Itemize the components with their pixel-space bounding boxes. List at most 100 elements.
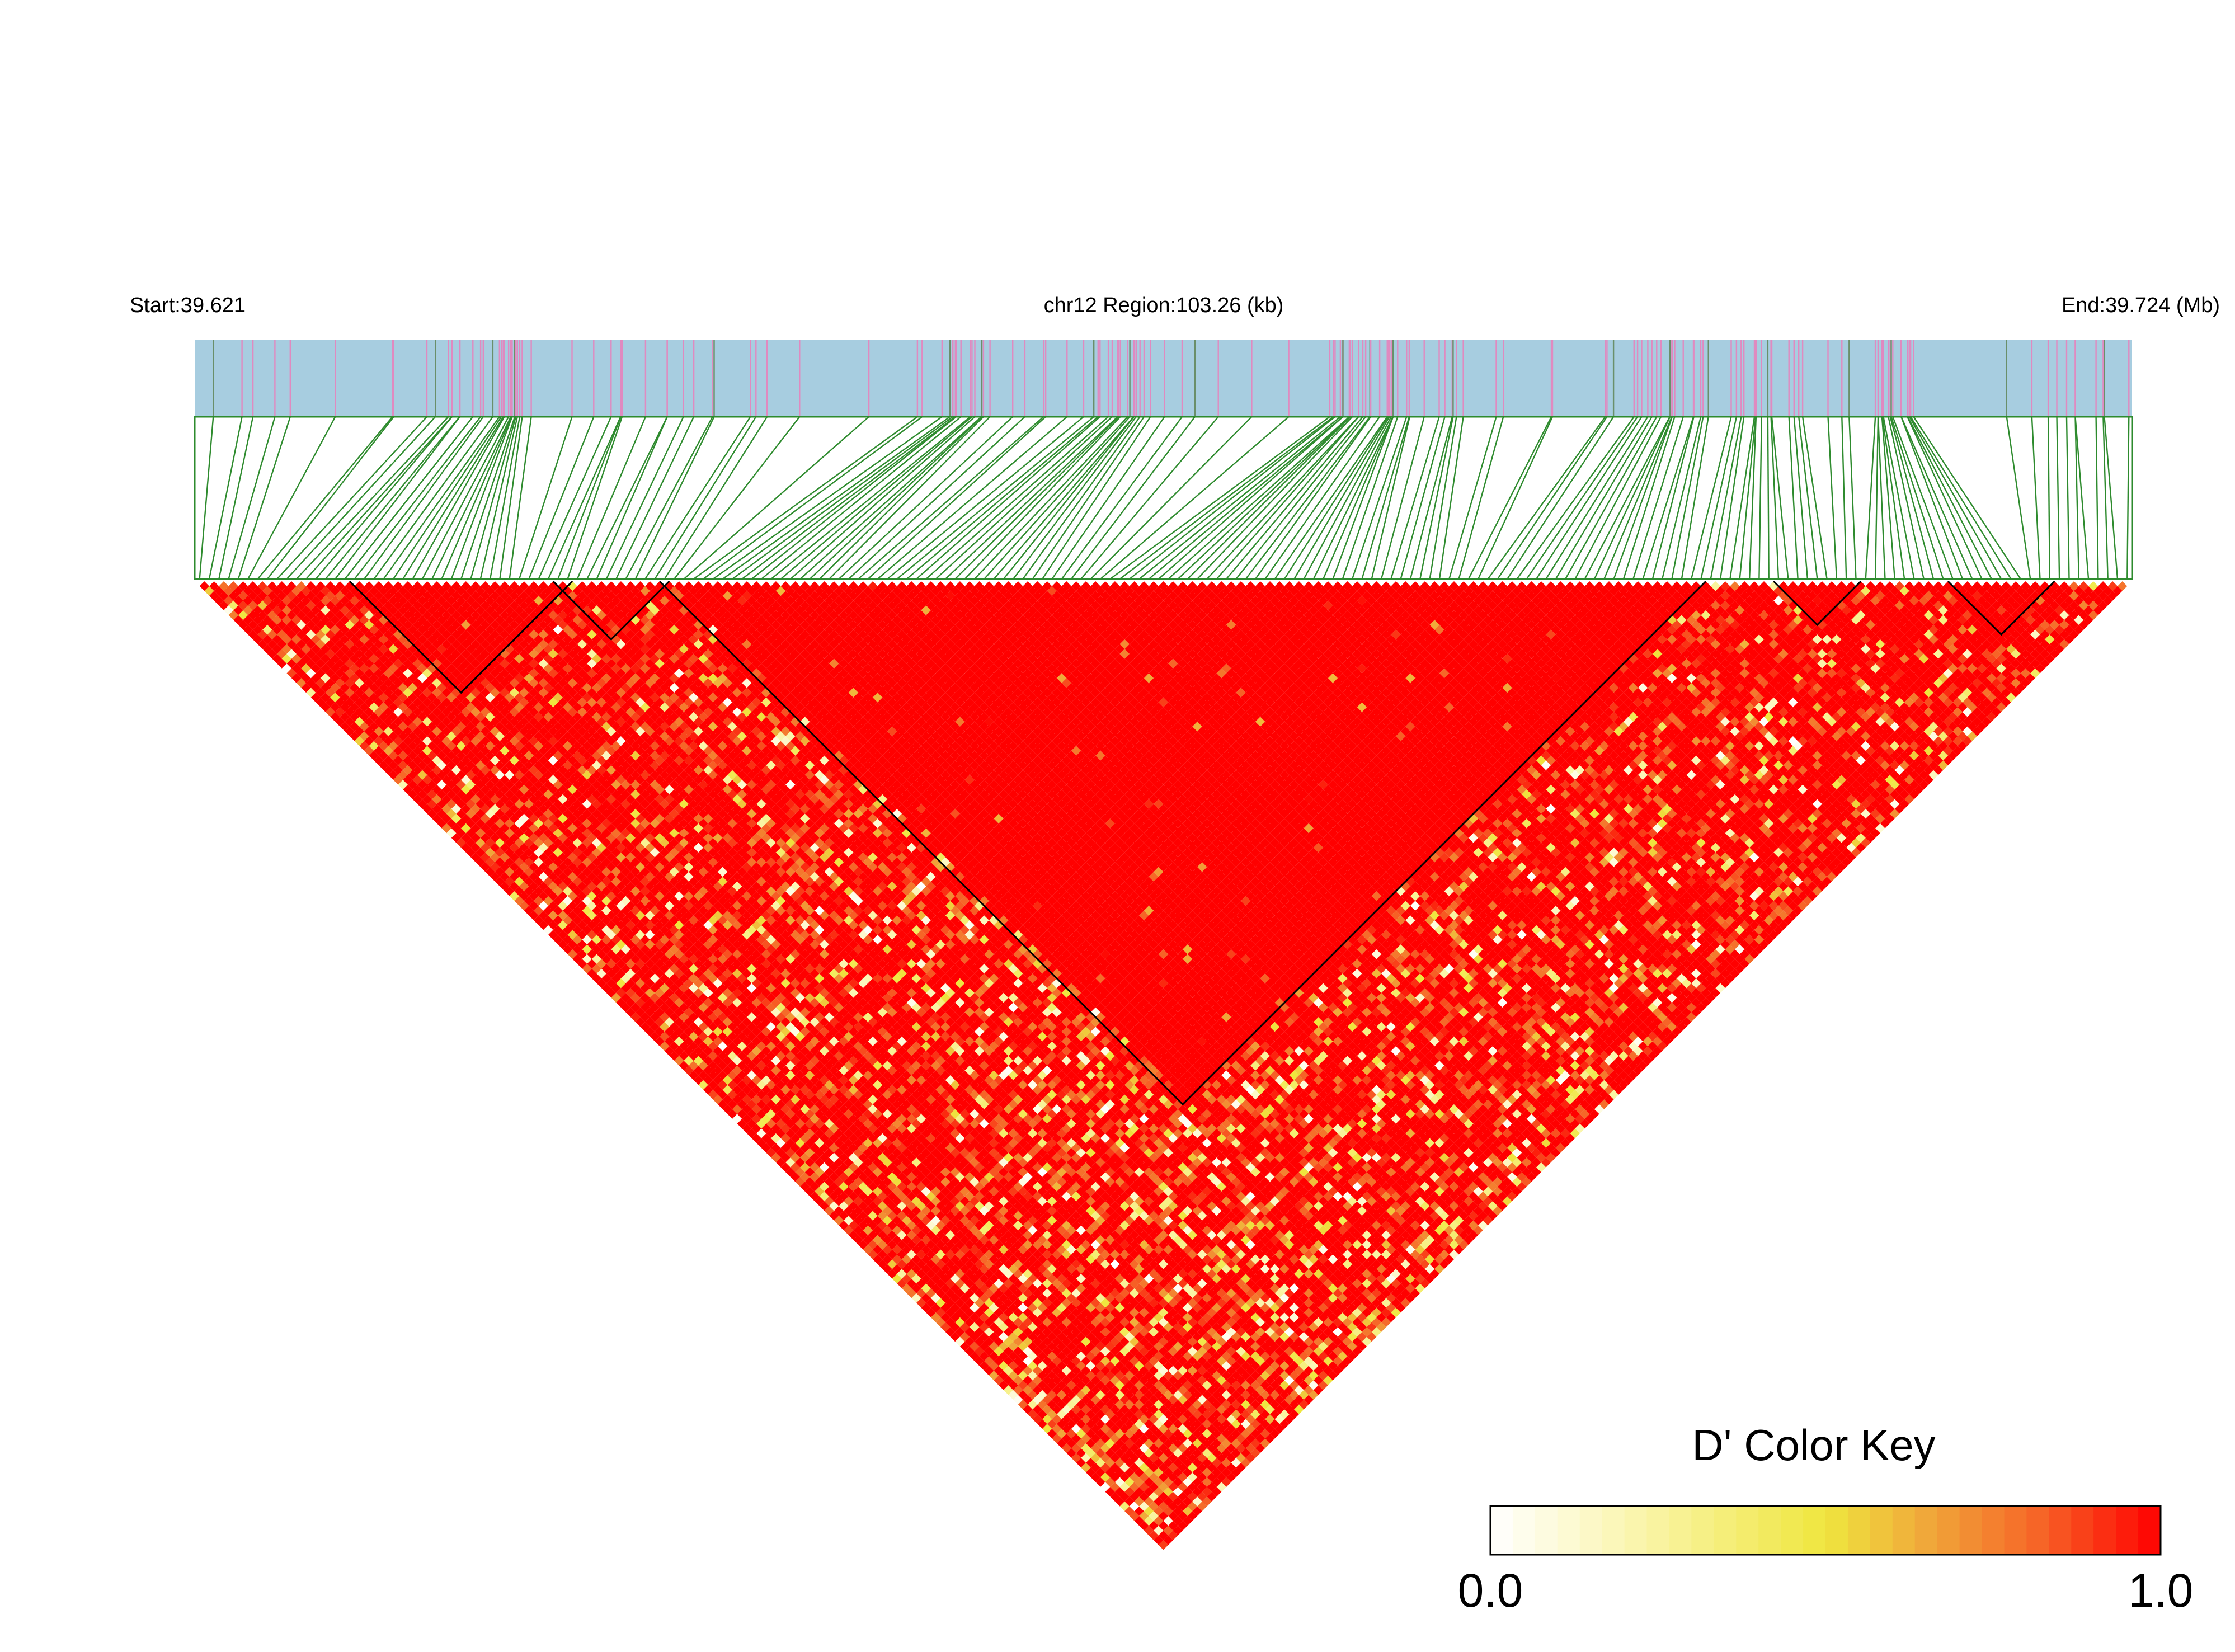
ld-cell — [999, 1380, 1009, 1390]
ld-cell — [1032, 1414, 1043, 1424]
ld-cell — [248, 610, 258, 620]
variant-tick — [472, 340, 474, 417]
connector-line — [732, 416, 953, 580]
ld-cell — [655, 1027, 665, 1037]
variant-tick — [1730, 340, 1732, 417]
ld-cell — [485, 857, 495, 867]
ld-cell — [335, 707, 345, 717]
ld-cell — [877, 1249, 887, 1259]
connector-line — [479, 416, 518, 580]
ld-cell — [989, 1361, 999, 1371]
ld-cell — [916, 1298, 926, 1308]
ld-cell — [718, 1099, 728, 1109]
ld-cell — [669, 1051, 679, 1061]
connector-line — [664, 416, 768, 580]
ld-cell — [330, 712, 340, 722]
variant-tick — [1669, 340, 1671, 417]
ld-cell — [345, 717, 355, 727]
variant-tick — [1133, 340, 1135, 417]
connector-line — [1662, 416, 1702, 580]
ld-cell — [1037, 1419, 1047, 1429]
ld-cell — [267, 649, 277, 659]
ld-cell — [1003, 1375, 1014, 1386]
connector-line — [412, 416, 505, 580]
variant-tick — [1139, 340, 1141, 417]
ld-cell — [703, 1075, 713, 1085]
ld-cell — [630, 1003, 641, 1013]
ld-cell — [616, 997, 626, 1008]
ld-cell — [994, 1366, 1004, 1376]
connector-line — [1526, 416, 1639, 580]
ld-cell — [412, 784, 422, 794]
ld-cell — [1134, 1506, 1144, 1516]
connector-line — [295, 416, 449, 580]
connector-line — [1216, 416, 1359, 580]
connector-line — [1801, 416, 1828, 580]
connector-line — [605, 416, 684, 580]
variant-tick — [1651, 340, 1653, 417]
variant-tick — [1682, 340, 1684, 417]
variant-tick — [435, 340, 436, 417]
ld-cell — [524, 906, 534, 916]
ld-cell — [863, 1245, 873, 1255]
ld-cell — [427, 799, 437, 809]
ld-cell — [538, 920, 548, 930]
ld-cell — [795, 1167, 805, 1177]
ld-cell — [563, 944, 573, 954]
ld-cell — [1134, 1515, 1144, 1526]
variant-tick — [916, 340, 919, 417]
ld-triangle — [199, 581, 2128, 1550]
variant-tick — [1444, 340, 1446, 417]
connector-line — [1642, 416, 1695, 580]
connector-line — [218, 416, 254, 580]
connector-line — [586, 416, 668, 580]
ld-cell — [345, 726, 355, 736]
variant-tick — [1641, 340, 1643, 417]
connector-line — [1148, 416, 1343, 580]
connector-line — [1771, 416, 1789, 580]
ld-cell — [257, 629, 267, 639]
ld-cell — [538, 910, 548, 920]
variant-tick — [393, 340, 394, 417]
ld-cell — [350, 722, 360, 732]
variant-tick — [1451, 340, 1453, 417]
ld-cell — [853, 1225, 863, 1235]
connector-line — [1042, 416, 1151, 580]
ld-cell — [1154, 1535, 1164, 1545]
ld-cell — [252, 624, 263, 635]
variant-tick — [755, 340, 757, 417]
ld-cell — [1095, 1467, 1105, 1477]
variant-tick — [516, 340, 518, 417]
connector-line — [1622, 416, 1676, 580]
variant-tick — [1456, 340, 1457, 417]
ld-cell — [742, 1123, 752, 1133]
ld-cell — [780, 1162, 791, 1173]
variant-tick — [521, 340, 523, 417]
ld-cell — [708, 1090, 718, 1100]
variant-tick — [1881, 340, 1883, 417]
variant-tick — [1143, 340, 1145, 417]
connector-line — [1758, 416, 1762, 580]
ld-cell — [374, 755, 384, 765]
ld-cell — [495, 867, 505, 877]
variant-tick — [1358, 340, 1359, 417]
variant-tick — [1329, 340, 1331, 417]
variant-tick — [1702, 340, 1704, 417]
ld-cell — [587, 959, 597, 969]
ld-cell — [465, 837, 476, 848]
connector-line — [1129, 416, 1336, 580]
variant-tick — [1129, 340, 1131, 417]
variant-tick — [1370, 340, 1372, 417]
connector-line — [945, 416, 1118, 580]
variant-tick — [750, 340, 751, 417]
ld-cell — [1076, 1458, 1086, 1468]
connector-line — [1429, 416, 1457, 580]
connector-line — [1877, 416, 1886, 580]
connector-line — [1323, 416, 1394, 580]
connector-line — [1342, 416, 1399, 580]
ld-cell — [582, 963, 592, 974]
connector-line — [964, 416, 1121, 580]
ld-cell — [853, 1235, 863, 1245]
ld-cell — [1071, 1453, 1081, 1463]
variant-tick — [1390, 340, 1392, 417]
